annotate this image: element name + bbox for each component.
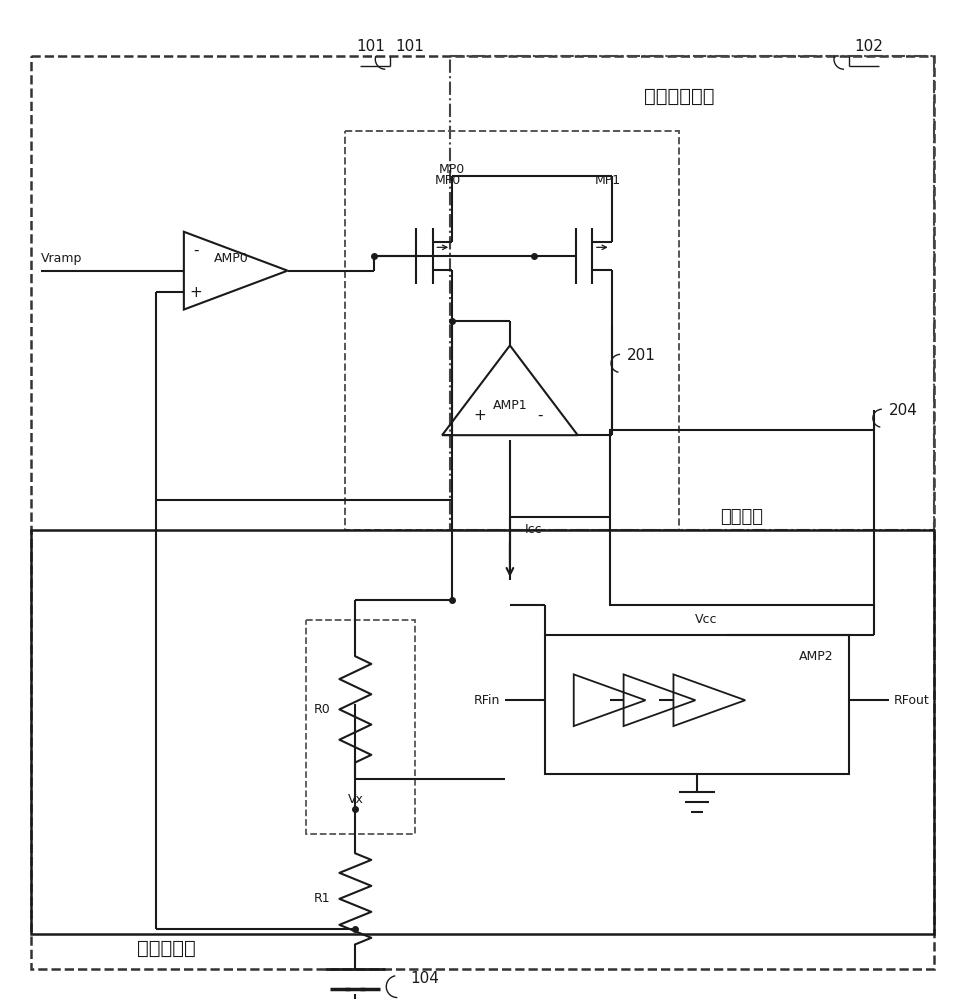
Text: MP0: MP0 — [435, 174, 462, 187]
Text: RFin: RFin — [473, 694, 500, 707]
Text: +: + — [189, 285, 202, 300]
Text: 101: 101 — [355, 39, 384, 54]
Text: -: - — [193, 243, 199, 258]
Text: 204: 204 — [889, 403, 918, 418]
Text: 转换装置: 转换装置 — [721, 508, 763, 526]
Text: 电流采样模块: 电流采样模块 — [644, 87, 715, 106]
Text: Vx: Vx — [348, 793, 363, 806]
Bar — [31, 530, 934, 934]
Text: MP0: MP0 — [439, 163, 465, 176]
Text: Vcc: Vcc — [695, 613, 718, 626]
Text: AMP2: AMP2 — [799, 650, 834, 663]
Text: R0: R0 — [314, 703, 330, 716]
Bar — [545, 635, 849, 774]
Text: 104: 104 — [411, 971, 440, 986]
Text: AMP0: AMP0 — [214, 252, 249, 265]
Text: RFout: RFout — [894, 694, 929, 707]
Text: -: - — [538, 408, 543, 423]
Text: R1: R1 — [314, 892, 330, 905]
Text: 功率控制器: 功率控制器 — [136, 939, 195, 958]
Bar — [346, 131, 679, 530]
Text: Vramp: Vramp — [42, 252, 83, 265]
Text: 201: 201 — [627, 348, 656, 363]
Bar — [450, 56, 934, 530]
Text: 101: 101 — [395, 39, 424, 54]
Text: Icc: Icc — [525, 523, 543, 536]
Text: +: + — [473, 408, 486, 423]
Text: AMP1: AMP1 — [493, 399, 527, 412]
Text: MP1: MP1 — [595, 174, 621, 187]
Text: 102: 102 — [854, 39, 883, 54]
Bar — [610, 430, 874, 605]
Bar — [305, 620, 415, 834]
